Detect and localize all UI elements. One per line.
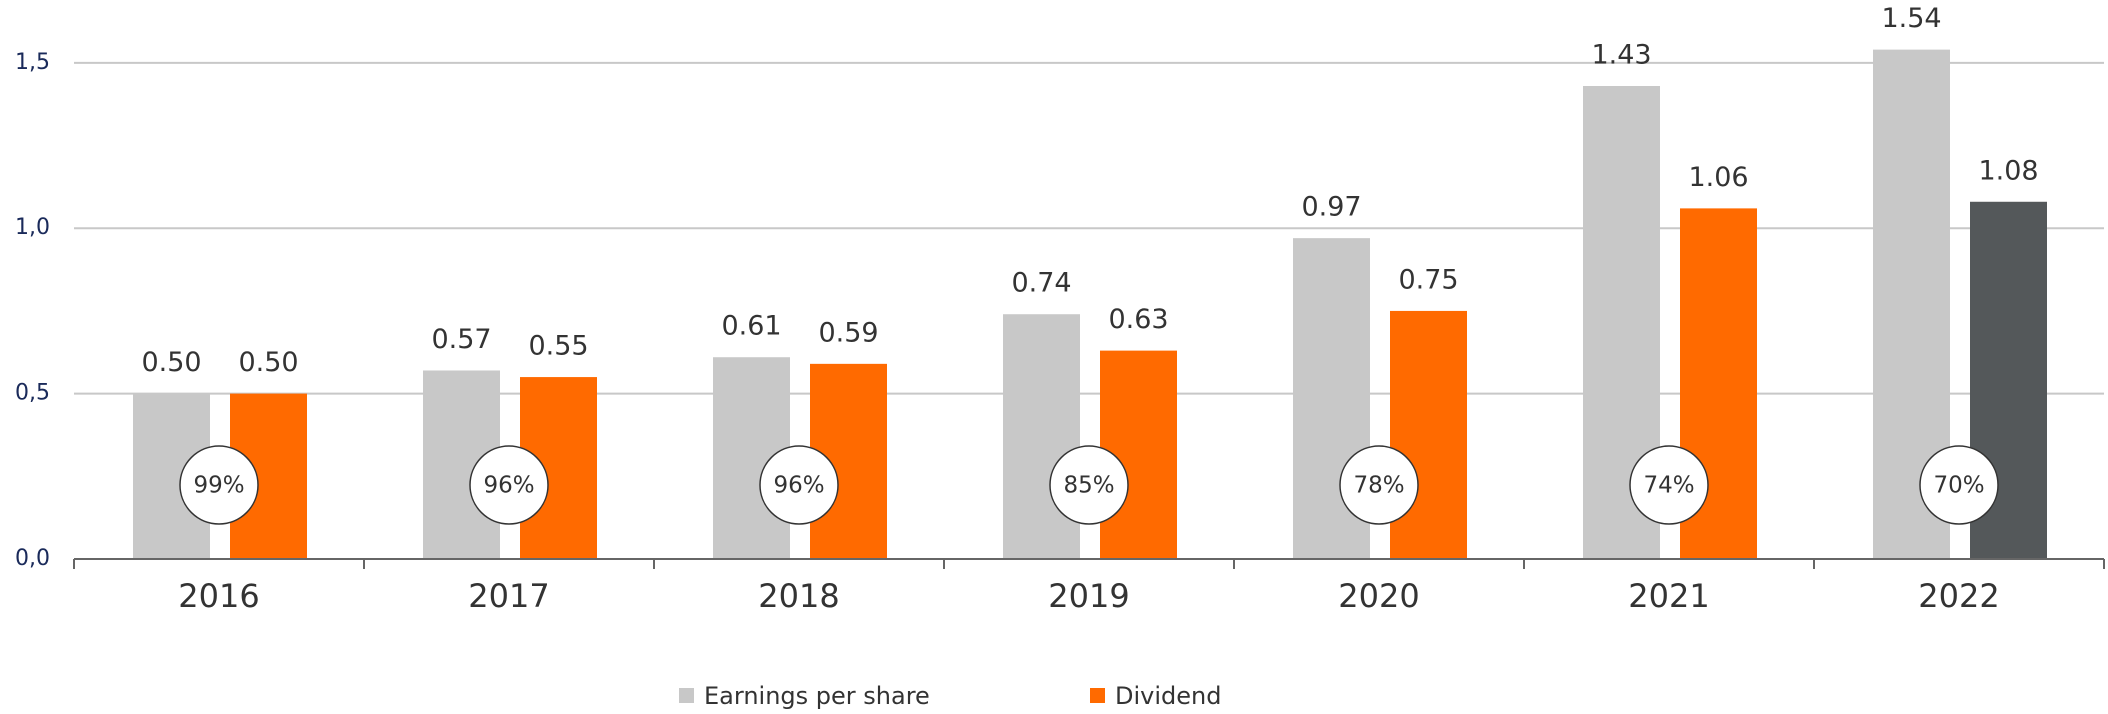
legend-swatch: [679, 688, 694, 703]
payout-circle: [1629, 445, 1709, 525]
payout-label: 85%: [1063, 473, 1114, 499]
payout-circle: [179, 445, 259, 525]
payout-label: 99%: [193, 473, 244, 499]
value-label: 0.50: [141, 347, 201, 378]
legend-swatch: [1090, 688, 1105, 703]
y-tick-label: 1,5: [15, 50, 50, 75]
value-label: 0.50: [238, 347, 298, 378]
bar: [1390, 310, 1467, 559]
x-tick-label: 2021: [1628, 577, 1709, 615]
legend-label: Earnings per share: [704, 682, 930, 710]
x-tick-label: 2022: [1918, 577, 1999, 615]
value-label: 1.08: [1978, 155, 2038, 186]
x-tick-label: 2016: [178, 577, 259, 615]
value-label: 0.57: [431, 324, 491, 355]
value-label: 1.54: [1881, 3, 1941, 34]
payout-circle: [759, 445, 839, 525]
y-tick-label: 0,0: [15, 546, 50, 571]
legend-label: Dividend: [1115, 682, 1221, 710]
payout-label: 96%: [773, 473, 824, 499]
payout-label: 70%: [1933, 473, 1984, 499]
payout-circle: [1339, 445, 1419, 525]
payout-label: 78%: [1353, 473, 1404, 499]
bar: [1003, 314, 1080, 559]
payout-circle: [1049, 445, 1129, 525]
value-label: 1.43: [1591, 40, 1651, 71]
payout-label: 74%: [1643, 473, 1694, 499]
x-tick-label: 2017: [468, 577, 549, 615]
y-tick-label: 1,0: [15, 215, 50, 240]
value-label: 0.75: [1398, 264, 1458, 295]
payout-label: 96%: [483, 473, 534, 499]
x-tick-label: 2020: [1338, 577, 1419, 615]
x-tick-label: 2019: [1048, 577, 1129, 615]
payout-circle: [469, 445, 549, 525]
value-label: 0.97: [1301, 192, 1361, 223]
value-label: 0.63: [1108, 304, 1168, 335]
value-label: 0.59: [818, 317, 878, 348]
x-tick-label: 2018: [758, 577, 839, 615]
value-label: 1.06: [1688, 162, 1748, 193]
value-label: 0.55: [528, 331, 588, 362]
y-tick-label: 0,5: [15, 381, 50, 406]
value-label: 0.61: [721, 311, 781, 342]
value-label: 0.74: [1011, 268, 1071, 299]
payout-circle: [1919, 445, 1999, 525]
